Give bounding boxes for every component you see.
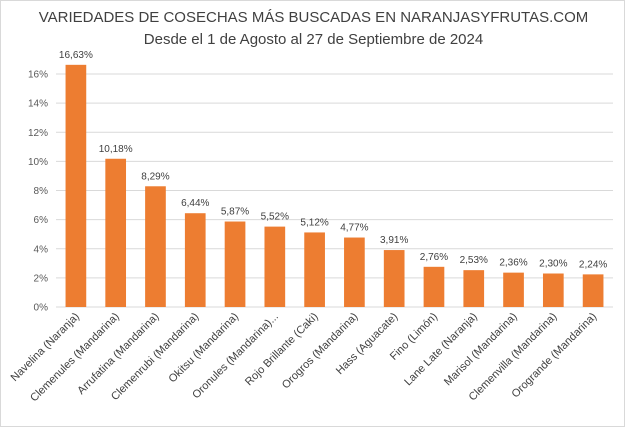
bar [145, 186, 166, 307]
bar [542, 273, 564, 307]
y-tick-label: 12% [28, 128, 48, 139]
bar [423, 266, 445, 307]
bar [304, 232, 325, 307]
y-tick-label: 4% [34, 244, 49, 255]
bar [184, 213, 206, 307]
y-tick-label: 8% [34, 186, 49, 197]
y-tick-label: 16% [28, 70, 48, 81]
y-tick-label: 10% [28, 157, 48, 168]
bar [65, 64, 87, 307]
x-tick-label: Navelina (Naranja) [9, 311, 82, 384]
data-label: 4,77% [340, 223, 368, 234]
bar [383, 250, 405, 307]
data-label: 2,53% [460, 255, 488, 266]
bar [264, 226, 286, 307]
data-label: 2,36% [499, 258, 527, 269]
data-label: 3,91% [380, 235, 408, 246]
y-tick-label: 6% [34, 215, 49, 226]
data-label: 2,76% [420, 252, 448, 263]
data-label: 6,44% [181, 198, 209, 209]
bar [463, 270, 485, 307]
data-label: 5,87% [221, 207, 249, 218]
chart-subtitle: Desde el 1 de Agosto al 27 de Septiembre… [143, 31, 484, 48]
data-label: 8,29% [141, 171, 169, 182]
bar [344, 237, 365, 307]
x-tick-label: Rojo Brillante (Caki) [243, 311, 321, 389]
y-tick-label: 0% [34, 303, 49, 314]
data-label: 10,18% [99, 144, 133, 155]
data-label: 2,24% [579, 259, 607, 270]
x-tick-label: Okitsu (Mandarina) [167, 311, 242, 386]
data-label: 5,12% [300, 217, 328, 228]
data-label: 2,30% [539, 259, 567, 270]
x-tick-label: Orogros (Mandarina) [280, 311, 361, 392]
bar [224, 221, 246, 307]
bar [503, 272, 524, 307]
x-tick-label: Lane Late (Naranja) [402, 311, 480, 389]
bar [105, 158, 127, 307]
y-tick-label: 14% [28, 99, 48, 110]
data-label: 5,52% [261, 212, 289, 223]
chart-title: VARIEDADES DE COSECHAS MÁS BUSCADAS EN N… [38, 9, 589, 26]
data-label: 16,63% [59, 50, 93, 61]
bar [582, 274, 604, 307]
x-tick-label: Marisol (Mandarina) [442, 311, 520, 389]
y-tick-label: 2% [34, 273, 49, 284]
